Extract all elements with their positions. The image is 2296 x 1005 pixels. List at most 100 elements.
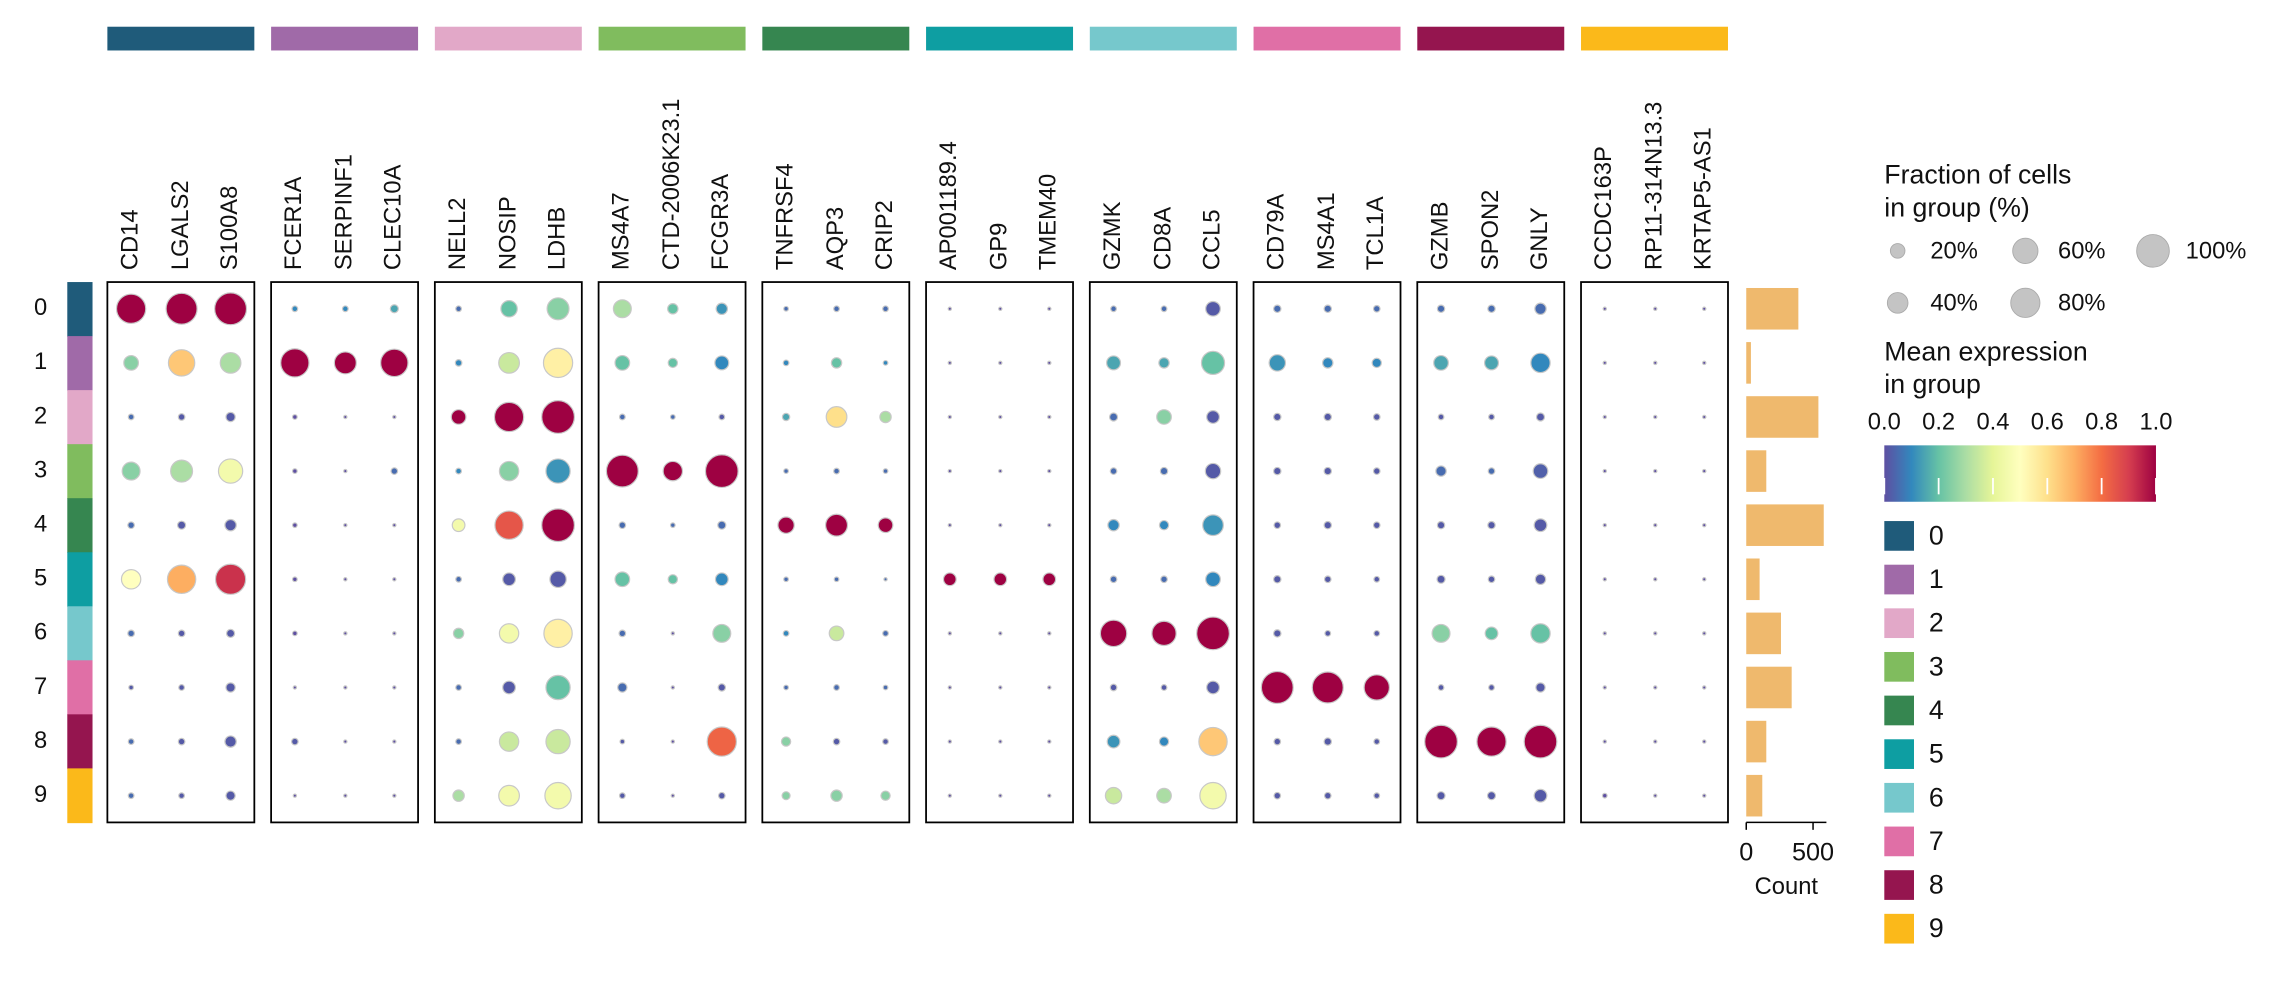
dot	[455, 305, 463, 313]
dot	[947, 739, 953, 744]
dot	[341, 305, 349, 313]
dot	[1436, 520, 1446, 530]
gene-label-group: LDHB	[543, 207, 570, 270]
gene-label-group: GZMK	[1099, 201, 1126, 270]
gene-label-group: CD79A	[1263, 193, 1290, 270]
dot	[998, 306, 1003, 312]
dot	[392, 739, 397, 744]
colorbar-tick-label: 0.8	[2085, 408, 2118, 435]
gene-label-group: RP11-314N13.3	[1641, 102, 1668, 271]
dot	[880, 790, 891, 801]
size-legend-label: 60%	[2058, 238, 2106, 265]
group-color-bar	[67, 552, 93, 608]
gene-label: FCER1A	[280, 176, 307, 270]
count-bar	[1746, 450, 1767, 492]
dot	[291, 737, 299, 746]
dot	[718, 413, 726, 421]
gene-label-group: AQP3	[822, 207, 849, 270]
dot	[1200, 350, 1226, 376]
group-legend-swatch	[1884, 913, 1914, 944]
dot	[781, 791, 791, 801]
dot	[1431, 623, 1451, 643]
gene-label: TNFRSF4	[771, 163, 798, 270]
group-legend-label: 0	[1929, 520, 1944, 550]
dot	[1653, 793, 1658, 798]
dot	[1487, 467, 1496, 475]
dot	[1205, 300, 1221, 317]
group-color-bar	[67, 336, 93, 391]
dot	[291, 305, 299, 313]
dot	[1424, 724, 1458, 759]
dot	[121, 461, 141, 481]
var-group-bar	[271, 26, 419, 51]
dot	[1047, 360, 1052, 366]
dot	[777, 516, 795, 534]
dot	[1702, 793, 1707, 798]
dot	[947, 360, 953, 366]
dot	[389, 304, 399, 314]
group-legend-label: 7	[1929, 826, 1944, 856]
dot	[115, 293, 147, 324]
row-label: 0	[34, 294, 47, 321]
group-legend-swatch	[1884, 564, 1914, 595]
gene-label-group: MS4A7	[608, 192, 635, 270]
dot	[1323, 466, 1333, 476]
dot	[1653, 685, 1658, 690]
dot	[667, 303, 679, 315]
gene-label: NOSIP	[494, 196, 521, 270]
var-group-bar	[1253, 26, 1401, 51]
gene-label: CD8A	[1149, 207, 1176, 271]
dot	[667, 357, 679, 369]
dot	[291, 576, 298, 583]
gene-label: NELL2	[444, 198, 471, 271]
dot	[670, 631, 676, 636]
dot	[1702, 685, 1707, 690]
dot	[1206, 680, 1220, 695]
gene-label-group: CD14	[116, 209, 143, 270]
dot	[291, 522, 298, 529]
dot	[1702, 360, 1707, 366]
gene-label-group: NOSIP	[494, 196, 521, 270]
dot	[214, 292, 248, 326]
dot	[1487, 520, 1496, 530]
size-legend-title: in group (%)	[1884, 192, 2030, 222]
gene-block-frame	[1416, 281, 1566, 824]
dot	[280, 348, 310, 378]
dot	[542, 347, 574, 379]
dot	[1273, 737, 1282, 746]
gene-label-group: NELL2	[444, 198, 471, 271]
dot	[343, 631, 348, 636]
dot	[1601, 792, 1608, 799]
dot	[882, 359, 889, 366]
dot	[219, 351, 242, 374]
dot	[1372, 467, 1381, 475]
dot	[1372, 413, 1381, 421]
dot	[225, 682, 236, 693]
colorbar-tick-label: 0.4	[1976, 408, 2009, 435]
dot	[224, 735, 237, 748]
dot	[1371, 357, 1382, 369]
dot	[670, 685, 676, 690]
gene-label-group: GNLY	[1526, 207, 1553, 270]
gene-label-group: CCDC163P	[1590, 146, 1617, 270]
dot	[392, 793, 397, 798]
dot	[545, 728, 571, 755]
dot	[1437, 684, 1445, 691]
dot	[670, 793, 676, 798]
dot	[1363, 674, 1391, 701]
gene-label-group: LGALS2	[167, 180, 194, 270]
group-color-bar	[67, 390, 93, 445]
row-label: 4	[34, 510, 47, 537]
dot	[498, 623, 520, 644]
dot	[1653, 360, 1658, 366]
dot	[1653, 577, 1658, 582]
dot	[1437, 413, 1445, 421]
dot	[1602, 468, 1608, 474]
dot	[1476, 726, 1507, 757]
gene-label: MS4A1	[1313, 192, 1340, 270]
dot	[545, 674, 571, 701]
count-bar	[1746, 396, 1819, 438]
dot	[1373, 792, 1381, 800]
dot	[544, 781, 572, 810]
dot	[614, 354, 631, 371]
